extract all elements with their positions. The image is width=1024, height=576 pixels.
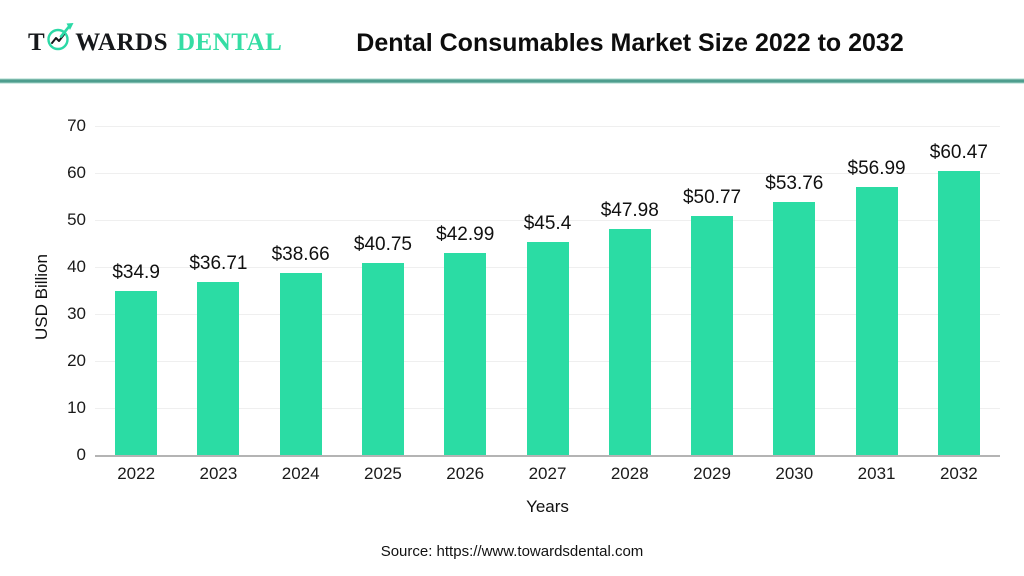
bar-2027 (526, 241, 569, 455)
x-tick-label: 2022 (117, 464, 156, 483)
x-tick-label: 2026 (446, 464, 485, 483)
x-tick-label: 2031 (857, 464, 896, 483)
source-text: Source: https://www.towardsdental.com (380, 543, 644, 560)
y-tick-label: 70 (67, 116, 86, 135)
bar-value-label: $40.75 (353, 234, 413, 256)
bar-value-label: $60.47 (929, 141, 988, 163)
x-tick-label: 2027 (528, 464, 567, 483)
bar-2028 (608, 229, 651, 455)
logo-text-suffix: WARDS (75, 28, 168, 56)
gridline (95, 173, 1000, 174)
x-axis-title: Years (526, 497, 569, 516)
logo: T WARDS DENTAL (28, 21, 283, 61)
logo-brand-text: DENTAL (176, 28, 283, 56)
bar-value-label: $42.99 (436, 223, 495, 245)
gridline (95, 220, 1000, 221)
bar-2031 (855, 187, 898, 455)
bar-value-label: $34.9 (112, 261, 160, 283)
x-tick-label: 2023 (199, 464, 238, 483)
x-tick-label: 2032 (939, 464, 978, 483)
header-divider (0, 78, 1024, 84)
y-tick-label: 30 (67, 304, 86, 323)
bar-2023 (197, 282, 240, 455)
bar-2024 (279, 273, 322, 455)
y-tick-label: 10 (67, 398, 86, 417)
x-axis-line (95, 455, 1000, 457)
page-title: Dental Consumables Market Size 2022 to 2… (356, 29, 904, 57)
bar-2026 (444, 252, 487, 455)
x-tick-label: 2025 (364, 464, 402, 483)
x-tick-label: 2029 (693, 464, 731, 483)
bar-value-label: $50.77 (682, 187, 742, 209)
bar-value-label: $53.76 (765, 173, 824, 195)
x-tick-label: 2024 (281, 464, 320, 483)
bar-value-label: $36.71 (189, 253, 248, 275)
logo-text-prefix: T (28, 28, 46, 56)
x-tick-label: 2030 (775, 464, 814, 483)
bar-value-label: $47.98 (600, 200, 659, 222)
y-tick-label: 0 (76, 445, 86, 464)
x-tick-label: 2028 (610, 464, 649, 483)
y-tick-label: 60 (67, 163, 86, 182)
bar-2022 (115, 290, 158, 455)
bar-2030 (773, 202, 816, 455)
y-tick-label: 50 (67, 210, 86, 229)
logo-chart-icon (46, 21, 74, 58)
y-tick-label: 20 (67, 351, 86, 370)
bar-value-label: $45.4 (523, 212, 572, 234)
bar-value-label: $38.66 (271, 244, 330, 266)
bar-2025 (361, 263, 404, 455)
bar-2032 (937, 170, 980, 455)
bar-value-label: $56.99 (847, 158, 906, 180)
gridline (95, 126, 1000, 127)
y-tick-label: 40 (67, 257, 86, 276)
bar-2029 (691, 216, 734, 455)
